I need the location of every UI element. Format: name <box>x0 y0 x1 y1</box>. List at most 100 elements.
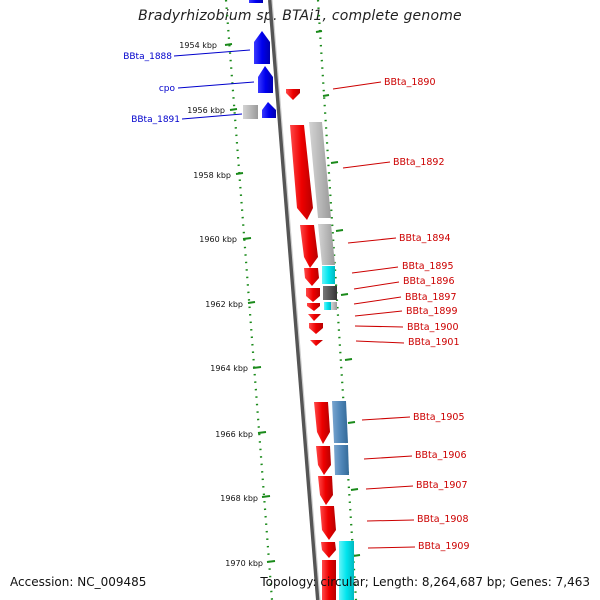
gene-bbta-1894-cog[interactable] <box>318 224 335 265</box>
gene-top-blue[interactable] <box>249 0 263 3</box>
label-leader <box>332 81 382 90</box>
gene-bbta-1899-arrow[interactable] <box>308 314 321 321</box>
scale-tick-label: 1968 kbp <box>220 494 258 503</box>
label-leader <box>367 546 416 549</box>
label-leader <box>354 310 403 317</box>
gene-label-bbta-1909[interactable]: BBta_1909 <box>418 541 470 552</box>
gene-bbta-1896-cog[interactable] <box>323 286 337 300</box>
right-scale-tick <box>330 161 339 164</box>
right-gene-labels: BBta_1890 BBta_1892 BBta_1894 BBta_1895 … <box>332 77 470 552</box>
label-leader <box>363 455 413 460</box>
label-leader <box>181 113 243 120</box>
map-title: Bradyrhizobium sp. BTAi1, complete genom… <box>138 8 462 24</box>
scale-tick: 1958 kbp <box>193 171 244 180</box>
scale-tick-label: 1954 kbp <box>179 41 217 50</box>
gene-bbta-1909-cog[interactable] <box>339 541 354 600</box>
gene-bbta-1905-cog[interactable] <box>332 401 348 443</box>
gene-label-bbta-1901[interactable]: BBta_1901 <box>408 337 460 348</box>
scale-tick: 1962 kbp <box>205 300 256 309</box>
gene-bbta-1892-cog[interactable] <box>309 122 331 218</box>
gene-bbta-1896-arrow[interactable] <box>306 288 320 302</box>
scale-tick: 1970 kbp <box>225 559 276 568</box>
gene-bbta-1895-arrow[interactable] <box>304 268 319 286</box>
gene-label-cpo[interactable]: cpo <box>159 84 176 94</box>
gene-bbta-1907-arrow[interactable] <box>318 476 333 505</box>
gene-bbta-1908-arrow[interactable] <box>320 506 336 540</box>
gene-bottom-red[interactable] <box>322 560 336 600</box>
right-scale-tick <box>350 488 359 491</box>
genome-backbone-highlight <box>271 0 321 600</box>
scale-tick-label: 1958 kbp <box>193 171 231 180</box>
gene-label-bbta-1896[interactable]: BBta_1896 <box>403 276 455 287</box>
scale-tick: 1964 kbp <box>210 364 262 373</box>
gene-bbta-1900-arrow[interactable] <box>309 323 323 334</box>
scale-tick-label: 1956 kbp <box>187 106 225 115</box>
gene-label-bbta-1900[interactable]: BBta_1900 <box>407 322 459 333</box>
gene-label-bbta-1890[interactable]: BBta_1890 <box>384 77 436 88</box>
right-scale-tick <box>340 293 349 296</box>
gene-bbta-1892-arrow[interactable] <box>290 125 313 220</box>
scale-tick-label: 1964 kbp <box>210 364 248 373</box>
gene-bbta-1890-arrow[interactable] <box>286 89 300 100</box>
label-leader <box>365 485 414 490</box>
left-gene-labels: BBta_1888 cpo BBta_1891 <box>123 49 255 125</box>
gene-bbta-1897-cog2[interactable] <box>331 302 337 310</box>
label-leader <box>366 519 415 522</box>
gene-bbta-1897-arrow[interactable] <box>307 303 320 311</box>
gene-label-bbta-1891[interactable]: BBta_1891 <box>131 115 180 125</box>
right-scale-tick <box>344 358 353 361</box>
reverse-strand-genes <box>286 89 354 600</box>
accession-text: Accession: NC_009485 <box>10 575 147 589</box>
right-scale-tick <box>315 30 323 33</box>
label-leader <box>353 281 400 290</box>
gene-label-bbta-1895[interactable]: BBta_1895 <box>402 261 454 272</box>
label-leader <box>355 340 405 344</box>
gene-label-bbta-1894[interactable]: BBta_1894 <box>399 233 451 244</box>
right-scale-tick <box>335 229 344 232</box>
label-leader <box>347 237 397 244</box>
gene-bbta-1906-arrow[interactable] <box>316 446 331 475</box>
gene-bbta-1901-arrow[interactable] <box>310 340 323 346</box>
gene-bbta-1895-cog[interactable] <box>322 266 335 284</box>
gene-label-bbta-1892[interactable]: BBta_1892 <box>393 157 445 168</box>
right-scale-tick <box>322 94 330 97</box>
gene-label-bbta-1888[interactable]: BBta_1888 <box>123 52 172 62</box>
scale-tick: 1966 kbp <box>215 430 267 439</box>
right-scale-tick <box>352 554 361 557</box>
scale-ticks: 1954 kbp 1956 kbp 1958 kbp 1960 kbp 1962… <box>179 30 361 568</box>
gene-bbta-1909-arrow[interactable] <box>321 542 336 558</box>
gene-label-bbta-1905[interactable]: BBta_1905 <box>413 412 465 423</box>
gene-cpo-arrow[interactable] <box>258 66 273 93</box>
label-leader <box>177 81 255 89</box>
gene-bbta-1891-cog[interactable] <box>243 105 258 119</box>
scale-tick: 1956 kbp <box>187 106 238 115</box>
scale-tick-label: 1960 kbp <box>199 235 237 244</box>
gene-label-bbta-1899[interactable]: BBta_1899 <box>406 306 458 317</box>
gene-bbta-1905-arrow[interactable] <box>314 402 330 444</box>
label-leader <box>354 325 404 328</box>
gene-label-bbta-1908[interactable]: BBta_1908 <box>417 514 469 525</box>
gene-label-bbta-1906[interactable]: BBta_1906 <box>415 450 467 461</box>
scale-tick: 1960 kbp <box>199 235 252 244</box>
topology-summary: Topology: circular; Length: 8,264,687 bp… <box>260 575 590 589</box>
label-leader <box>353 296 402 305</box>
gene-bbta-1906-cog[interactable] <box>334 445 349 475</box>
forward-strand-genes <box>243 0 276 119</box>
label-leader <box>342 161 391 169</box>
gene-label-bbta-1907[interactable]: BBta_1907 <box>416 480 468 491</box>
scale-tick-label: 1970 kbp <box>225 559 263 568</box>
label-leader <box>173 49 251 57</box>
gene-bbta-1894-arrow[interactable] <box>300 225 318 268</box>
scale-tick-label: 1962 kbp <box>205 300 243 309</box>
gene-blue-small-arrow[interactable] <box>262 102 276 118</box>
gene-bbta-1888-arrow[interactable] <box>254 31 270 64</box>
left-scale-track <box>224 0 274 600</box>
label-leader <box>361 416 411 421</box>
gene-bbta-1897-cog[interactable] <box>324 302 331 310</box>
label-leader <box>351 266 399 274</box>
genome-backbone <box>268 0 320 600</box>
scale-tick: 1968 kbp <box>220 494 271 503</box>
right-scale-tick <box>347 421 356 424</box>
gene-label-bbta-1897[interactable]: BBta_1897 <box>405 292 457 303</box>
